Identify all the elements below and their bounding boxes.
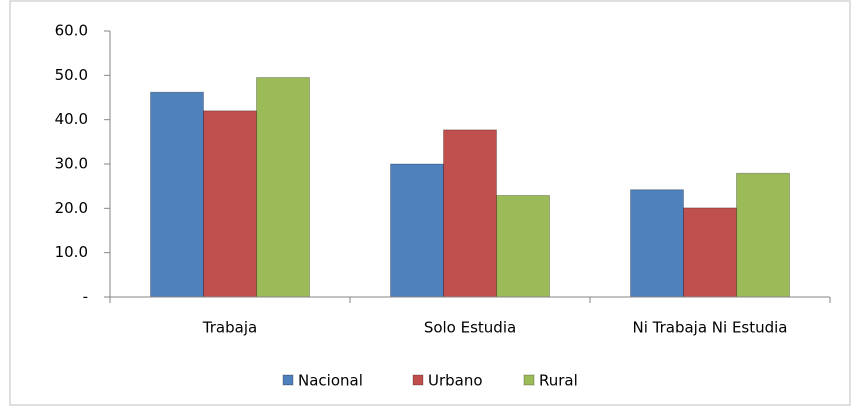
x-tick-label: Solo Estudia — [424, 319, 516, 337]
y-tick-label: 30.0 — [55, 155, 88, 173]
x-tick-label: Ni Trabaja Ni Estudia — [632, 319, 787, 337]
y-tick-label: 50.0 — [55, 66, 88, 84]
legend-swatch — [523, 374, 535, 386]
legend-swatch — [412, 374, 424, 386]
bar — [496, 194, 550, 298]
legend-label: Urbano — [428, 372, 483, 390]
legend-label: Nacional — [298, 372, 363, 390]
y-tick-label: - — [83, 288, 88, 306]
bar — [150, 91, 204, 298]
bar — [390, 163, 444, 298]
bar — [736, 172, 790, 298]
legend-swatch — [282, 374, 294, 386]
bar — [203, 110, 257, 298]
bar — [630, 189, 684, 298]
y-tick-label: 40.0 — [55, 110, 88, 128]
y-tick-label: 60.0 — [55, 22, 88, 40]
legend-label: Rural — [539, 372, 578, 390]
x-tick-label: Trabaja — [202, 319, 257, 337]
bar — [683, 207, 737, 298]
y-tick-label: 10.0 — [55, 243, 88, 261]
bar — [256, 77, 310, 298]
bar — [443, 129, 497, 298]
y-tick-label: 20.0 — [55, 199, 88, 217]
